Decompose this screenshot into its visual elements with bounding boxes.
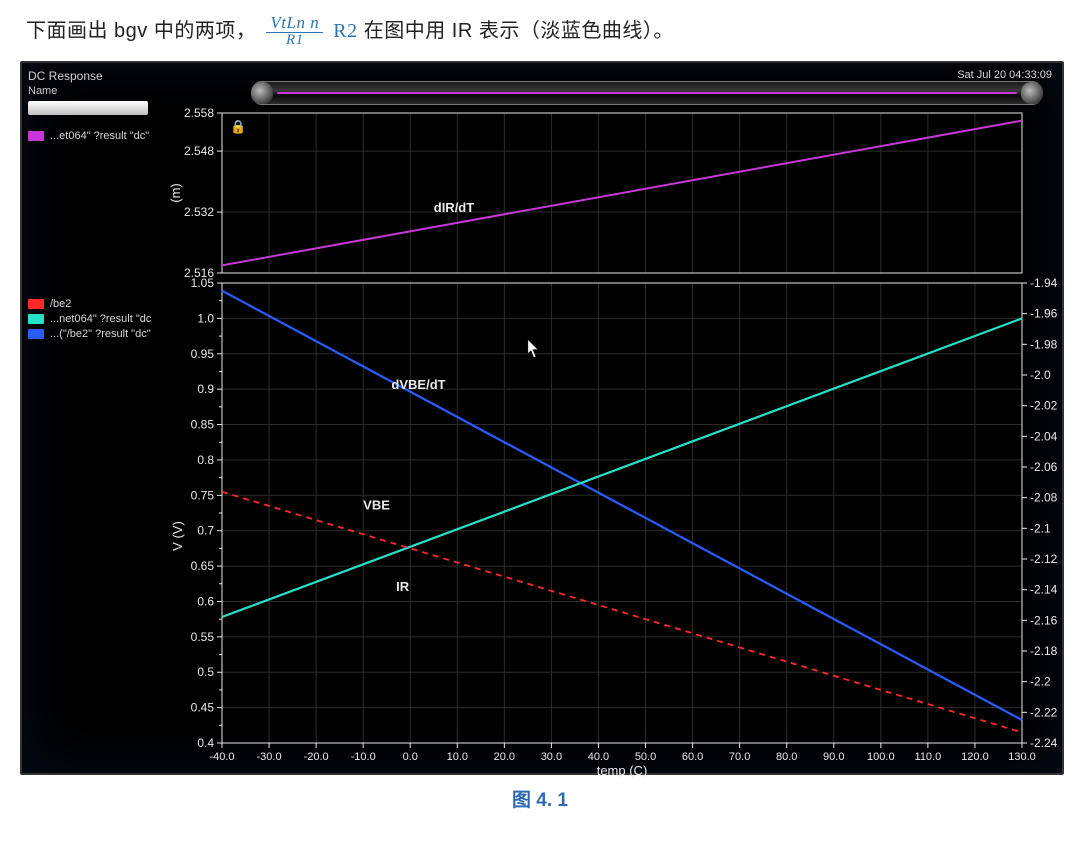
svg-text:-40.0: -40.0 (209, 751, 234, 763)
svg-text:1.05: 1.05 (191, 276, 215, 290)
svg-text:-1.98: -1.98 (1030, 337, 1058, 351)
svg-text:110.0: 110.0 (915, 751, 942, 763)
svg-text:1.0: 1.0 (197, 311, 214, 325)
svg-text:-2.08: -2.08 (1030, 491, 1058, 505)
cursor-icon (528, 340, 538, 358)
series-VBE (222, 492, 1022, 733)
svg-text:0.0: 0.0 (403, 751, 418, 763)
svg-text:0.5: 0.5 (197, 665, 214, 679)
svg-text:0.8: 0.8 (197, 453, 214, 467)
svg-text:50.0: 50.0 (635, 751, 656, 763)
svg-text:-2.06: -2.06 (1030, 460, 1058, 474)
caption-pre: 下面画出 bgv 中的两项， (26, 20, 256, 42)
svg-text:-2.16: -2.16 (1030, 613, 1058, 627)
svg-text:100.0: 100.0 (867, 751, 895, 763)
svg-text:0.4: 0.4 (197, 736, 214, 750)
svg-text:0.6: 0.6 (197, 594, 214, 608)
svg-text:0.65: 0.65 (191, 559, 215, 573)
svg-text:0.45: 0.45 (191, 701, 215, 715)
caption-post: 在图中用 IR 表示（淡蓝色曲线）。 (364, 20, 674, 42)
svg-text:-20.0: -20.0 (304, 751, 329, 763)
svg-text:90.0: 90.0 (823, 751, 844, 763)
fraction-numerator: VtLn n (266, 14, 323, 33)
svg-text:0.95: 0.95 (191, 347, 215, 361)
svg-text:-2.04: -2.04 (1030, 429, 1058, 443)
svg-text:70.0: 70.0 (729, 751, 750, 763)
svg-text:-2.1: -2.1 (1030, 521, 1051, 535)
svg-text:20.0: 20.0 (494, 751, 515, 763)
svg-text:-2.18: -2.18 (1030, 644, 1058, 658)
svg-text:temp (C): temp (C) (597, 763, 648, 778)
svg-text:80.0: 80.0 (776, 751, 797, 763)
svg-text:40.0: 40.0 (588, 751, 609, 763)
svg-text:0.55: 0.55 (191, 630, 215, 644)
fraction-denominator: R1 (266, 33, 323, 49)
svg-text:0.9: 0.9 (197, 382, 214, 396)
svg-text:-2.02: -2.02 (1030, 399, 1058, 413)
formula-fraction: VtLn n R1 (266, 14, 323, 49)
svg-text:60.0: 60.0 (682, 751, 703, 763)
svg-text:120.0: 120.0 (961, 751, 989, 763)
formula-r2: R2 (333, 20, 357, 42)
svg-text:-2.12: -2.12 (1030, 552, 1058, 566)
svg-text:130.0: 130.0 (1008, 751, 1036, 763)
svg-text:30.0: 30.0 (541, 751, 562, 763)
main-plot: -40.0 -30.0 -20.0 -10.0 0.0 10.0 20.0 30.0 40.0 5… (22, 63, 1062, 783)
svg-text:-2.24: -2.24 (1030, 736, 1058, 750)
svg-text:0.85: 0.85 (191, 418, 215, 432)
svg-text:-1.96: -1.96 (1030, 307, 1058, 321)
series-dVBE_dT (222, 291, 1022, 720)
svg-text:-2.14: -2.14 (1030, 583, 1058, 597)
svg-text:-2.22: -2.22 (1030, 705, 1058, 719)
caption-line: 下面画出 bgv 中的两项， VtLn n R1 R2 在图中用 IR 表示（淡… (26, 14, 1060, 49)
svg-text:-10.0: -10.0 (351, 751, 376, 763)
svg-text:VBE: VBE (363, 497, 390, 512)
svg-text:0.75: 0.75 (191, 488, 215, 502)
svg-text:IR: IR (396, 579, 410, 594)
svg-text:-2.2: -2.2 (1030, 675, 1051, 689)
svg-text:-30.0: -30.0 (257, 751, 282, 763)
figure-caption: 图 4. 1 (20, 785, 1060, 812)
svg-text:-2.0: -2.0 (1030, 368, 1051, 382)
chart-panel: DC Response Name Sat Jul 20 04:33:09 🔒 .… (20, 61, 1064, 775)
svg-text:-1.94: -1.94 (1030, 276, 1058, 290)
svg-text:V (V): V (V) (170, 521, 185, 551)
svg-text:10.0: 10.0 (447, 751, 468, 763)
svg-text:dVBE/dT: dVBE/dT (391, 377, 445, 392)
series-IR (222, 318, 1022, 617)
svg-text:0.7: 0.7 (197, 524, 214, 538)
